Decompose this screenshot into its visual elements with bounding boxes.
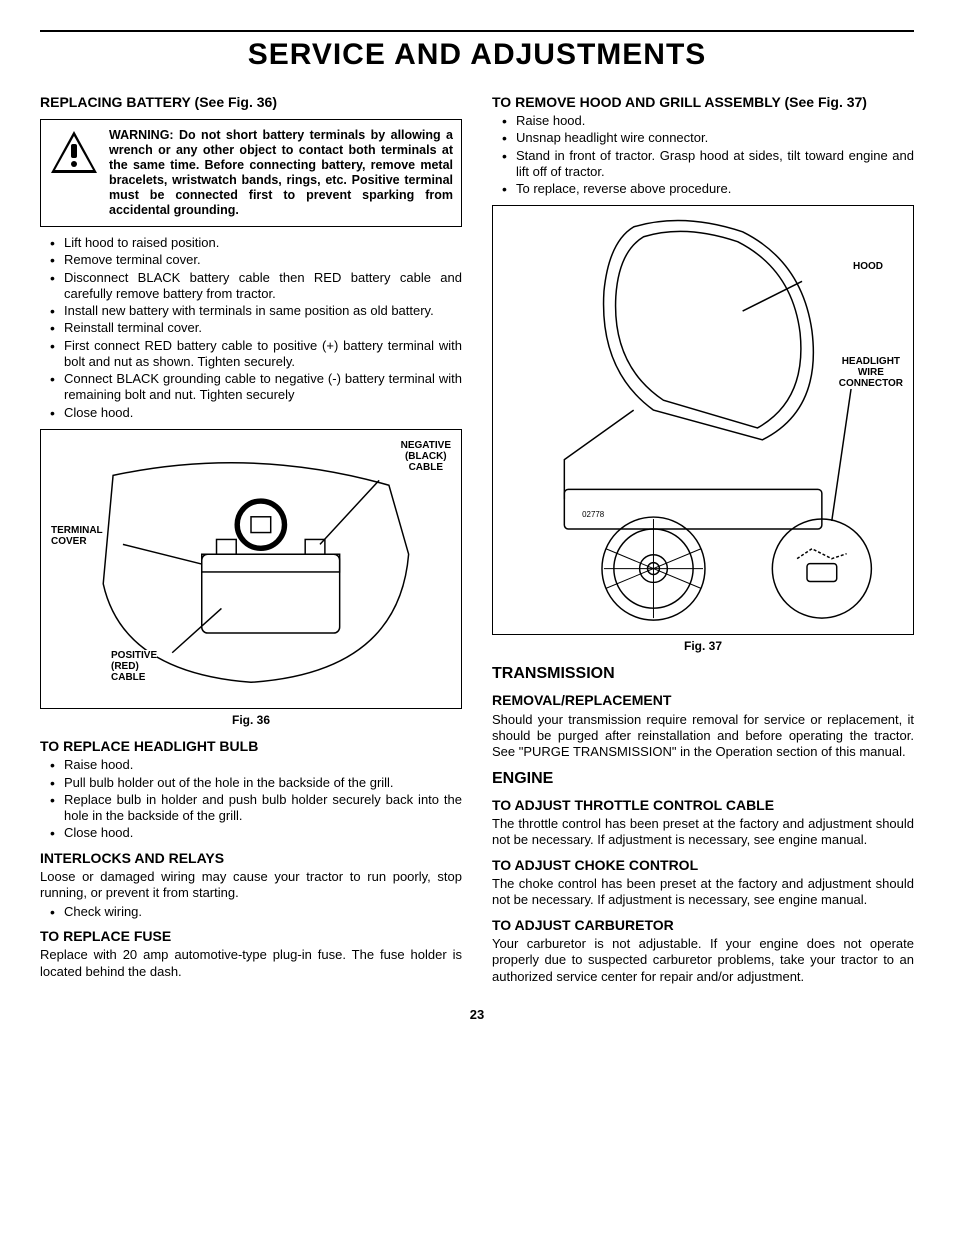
fig37-caption: Fig. 37 [492, 639, 914, 654]
warning-icon [49, 128, 99, 178]
headlight-heading: TO REPLACE HEADLIGHT BULB [40, 738, 462, 756]
battery-steps: Lift hood to raised position. Remove ter… [40, 235, 462, 421]
transmission-heading: TRANSMISSION [492, 664, 914, 684]
hood-steps: Raise hood. Unsnap headlight wire connec… [492, 113, 914, 197]
list-item: Reinstall terminal cover. [64, 320, 462, 336]
warning-box: WARNING: Do not short battery terminals … [40, 119, 462, 227]
list-item: First connect RED battery cable to posit… [64, 338, 462, 371]
carb-body: Your carburetor is not adjustable. If yo… [492, 936, 914, 985]
figure-36: NEGATIVE(BLACK)CABLE TERMINALCOVER POSIT… [40, 429, 462, 709]
fig36-label-positive: POSITIVE(RED)CABLE [111, 650, 157, 683]
list-item: Close hood. [64, 825, 462, 841]
list-item: Close hood. [64, 405, 462, 421]
top-rule [40, 30, 914, 32]
list-item: Disconnect BLACK battery cable then RED … [64, 270, 462, 303]
list-item: Lift hood to raised position. [64, 235, 462, 251]
list-item: Check wiring. [64, 904, 462, 920]
warning-text: WARNING: Do not short battery terminals … [109, 128, 453, 218]
left-column: REPLACING BATTERY (See Fig. 36) WARNING:… [40, 86, 462, 987]
fig37-label-connector: HEADLIGHTWIRECONNECTOR [839, 356, 903, 389]
list-item: To replace, reverse above procedure. [516, 181, 914, 197]
list-item: Remove terminal cover. [64, 252, 462, 268]
page-number: 23 [40, 1007, 914, 1023]
page-title: SERVICE AND ADJUSTMENTS [40, 36, 914, 74]
fuse-heading: TO REPLACE FUSE [40, 928, 462, 946]
transmission-body: Should your transmission require removal… [492, 712, 914, 761]
list-item: Pull bulb holder out of the hole in the … [64, 775, 462, 791]
list-item: Replace bulb in holder and push bulb hol… [64, 792, 462, 825]
list-item: Raise hood. [64, 757, 462, 773]
list-item: Stand in front of tractor. Grasp hood at… [516, 148, 914, 181]
fig36-label-negative: NEGATIVE(BLACK)CABLE [401, 440, 451, 473]
list-item: Raise hood. [516, 113, 914, 129]
throttle-heading: TO ADJUST THROTTLE CONTROL CABLE [492, 797, 914, 815]
carb-heading: TO ADJUST CARBURETOR [492, 917, 914, 935]
choke-body: The choke control has been preset at the… [492, 876, 914, 909]
figure-36-svg [47, 436, 455, 702]
choke-heading: TO ADJUST CHOKE CONTROL [492, 857, 914, 875]
list-item: Unsnap headlight wire connector. [516, 130, 914, 146]
list-item: Connect BLACK grounding cable to negativ… [64, 371, 462, 404]
right-column: TO REMOVE HOOD AND GRILL ASSEMBLY (See F… [492, 86, 914, 987]
throttle-body: The throttle control has been preset at … [492, 816, 914, 849]
interlocks-steps: Check wiring. [40, 904, 462, 920]
content-columns: REPLACING BATTERY (See Fig. 36) WARNING:… [40, 86, 914, 987]
interlocks-heading: INTERLOCKS AND RELAYS [40, 850, 462, 868]
hood-heading: TO REMOVE HOOD AND GRILL ASSEMBLY (See F… [492, 94, 914, 112]
fig37-label-hood: HOOD [853, 261, 883, 272]
figure-37: 02778 HOOD HEADLIGHTWIRECONNECTOR [492, 205, 914, 635]
transmission-sub: REMOVAL/REPLACEMENT [492, 692, 914, 710]
fig37-partno: 02778 [582, 510, 605, 519]
interlocks-body: Loose or damaged wiring may cause your t… [40, 869, 462, 902]
figure-37-svg: 02778 [499, 212, 907, 628]
fig36-label-terminal: TERMINALCOVER [51, 525, 103, 547]
engine-heading: ENGINE [492, 769, 914, 789]
replacing-battery-heading: REPLACING BATTERY (See Fig. 36) [40, 94, 462, 112]
headlight-steps: Raise hood. Pull bulb holder out of the … [40, 757, 462, 841]
fuse-body: Replace with 20 amp automotive-type plug… [40, 947, 462, 980]
fig36-caption: Fig. 36 [40, 713, 462, 728]
list-item: Install new battery with terminals in sa… [64, 303, 462, 319]
